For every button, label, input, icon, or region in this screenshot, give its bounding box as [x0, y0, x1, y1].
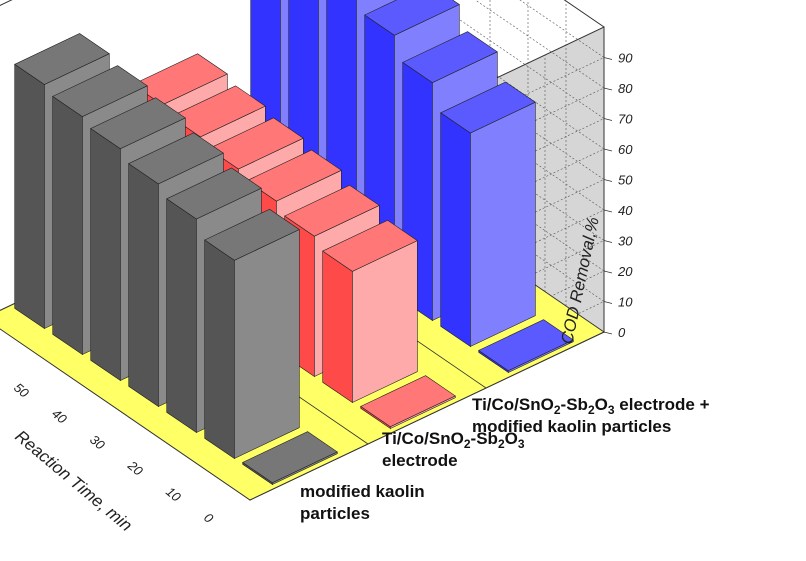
bar-3-t10: [440, 81, 536, 348]
bar-front-face: [440, 112, 471, 348]
z-tick-mark: [603, 179, 613, 182]
bar-2-t10: [322, 219, 418, 404]
z-tick-label: 40: [618, 203, 633, 218]
bar-top-face: [440, 81, 536, 134]
series-label-line: particles: [300, 504, 370, 523]
bar-top-face: [166, 167, 262, 220]
label-fragment: Ti/Co/SnO: [382, 429, 464, 448]
series-label-line: electrode: [382, 451, 458, 470]
z-tick-label: 30: [618, 234, 633, 249]
bar-top-face: [284, 184, 380, 237]
label-fragment: electrode +: [615, 395, 710, 414]
bar-front-face: [90, 127, 121, 382]
series-label-line: Ti/Co/SnO2-Sb2O3: [382, 429, 525, 451]
bar-front-face: [166, 198, 197, 434]
z-tick-mark: [603, 87, 613, 91]
bar-side-face: [470, 101, 536, 347]
series-label-line: modified kaolin: [300, 482, 425, 501]
x-tick-label: 30: [87, 432, 108, 453]
x-tick-label: 10: [163, 484, 184, 505]
label-fragment: 3: [608, 403, 615, 417]
label-fragment: 2: [464, 437, 471, 451]
bar-top-face: [322, 219, 418, 272]
bar-2-t0: [360, 375, 456, 430]
x-tick-label: 0: [201, 510, 217, 527]
z-tick-label: 20: [617, 264, 633, 279]
bar-top-face: [364, 0, 460, 36]
label-fragment: Ti/Co/SnO: [472, 395, 554, 414]
bar-top-face: [128, 132, 224, 185]
label-fragment: electrode: [382, 451, 458, 470]
series-label-line: Ti/Co/SnO2-Sb2O3 electrode +: [472, 395, 710, 417]
label-fragment: modified kaolin particles: [472, 417, 671, 436]
z-tick-mark: [603, 240, 613, 243]
z-tick-label: 0: [618, 325, 626, 340]
bar-top-face: [204, 208, 300, 261]
z-tick-label: 60: [618, 142, 633, 157]
bar-front-face: [52, 95, 83, 356]
bar-top-face: [242, 431, 338, 484]
bar-top-face: [90, 97, 186, 150]
bar-1-t10: [204, 208, 300, 460]
bar-side-face: [234, 229, 300, 459]
z-tick-mark: [603, 331, 613, 335]
bar-top-face: [14, 33, 110, 85]
bar-top-face: [52, 65, 148, 117]
bar-1-t0: [242, 431, 338, 486]
bar-top-face: [360, 375, 456, 428]
z-tick-mark: [603, 57, 613, 60]
z-tick-label: 70: [618, 112, 633, 127]
label-fragment: 2: [554, 403, 561, 417]
label-fragment: -Sb: [561, 395, 588, 414]
bar-front-face: [204, 239, 235, 460]
bar-top-face: [478, 319, 574, 372]
bar-front-face: [14, 63, 45, 330]
x-axis-title: Reaction Time, min: [11, 427, 135, 536]
series-label-line: modified kaolin particles: [472, 417, 671, 436]
chart-bars: [14, 0, 574, 486]
label-fragment: 3: [518, 437, 525, 451]
label-fragment: 2: [498, 437, 505, 451]
z-tick-mark: [603, 209, 613, 213]
label-fragment: O: [505, 429, 518, 448]
z-tick-label: 90: [618, 51, 633, 66]
series-labels: modified kaolinparticlesTi/Co/SnO2-Sb2O3…: [300, 395, 710, 523]
z-tick-mark: [603, 301, 613, 304]
label-fragment: 2: [588, 403, 595, 417]
series-label-1: modified kaolin particles: [300, 482, 425, 523]
z-tick-label: 50: [618, 173, 633, 188]
series-label-3: Ti/Co/SnO2-Sb2O3 electrode +modified kao…: [472, 395, 710, 436]
x-tick-label: 20: [124, 457, 146, 479]
z-tick-mark: [603, 118, 613, 121]
z-tick-label: 80: [618, 81, 633, 96]
bar-front-face: [128, 163, 159, 408]
label-fragment: -Sb: [471, 429, 498, 448]
label-fragment: O: [595, 395, 608, 414]
z-tick-mark: [603, 148, 613, 152]
z-tick-label: 10: [618, 295, 633, 310]
bar-top-face: [402, 31, 498, 83]
x-tick-label: 50: [11, 380, 32, 401]
z-tick-mark: [603, 270, 613, 274]
x-tick-label: 40: [49, 406, 70, 427]
bar-front-face: [322, 250, 353, 404]
bar-3-t0: [478, 319, 574, 374]
